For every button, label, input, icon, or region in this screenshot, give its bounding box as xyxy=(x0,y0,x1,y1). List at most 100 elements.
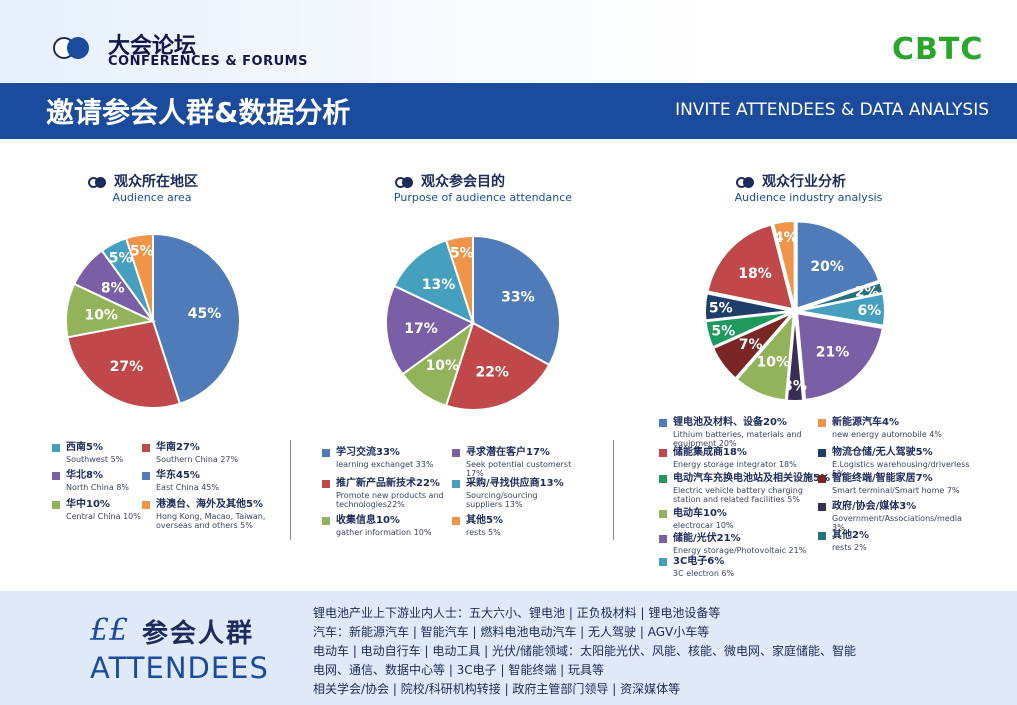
pie-slice xyxy=(66,319,182,409)
legend-swatch xyxy=(52,501,60,509)
pie-slice xyxy=(444,234,474,324)
legend-label-cn: 港澳台、海外及其他5% xyxy=(156,499,263,510)
attendees-title-cn: 参会人群 xyxy=(142,619,255,649)
pie-slice-label: 5% xyxy=(130,244,154,260)
legend-label-cn: 电动车10% xyxy=(673,508,727,519)
chart1-subtitle: Audience area xyxy=(112,191,192,204)
pie-slice-label: 13% xyxy=(422,277,456,293)
attendees-line: 相关学会/协会 | 院校/科研机构转接 | 政府主管部门领导 | 资深媒体等 xyxy=(313,682,681,696)
pie-slice-label: 3% xyxy=(783,378,807,394)
pie-slice xyxy=(472,234,561,367)
attendees-line: 汽车：新能源汽车 | 智能汽车 | 燃料电池电动汽车 | 无人驾驶 | AGV小… xyxy=(313,625,710,639)
legend-label-cn: 其他2% xyxy=(832,530,869,541)
legend-label-en: new energy automobile 4% xyxy=(832,430,942,439)
legend-label-cn: 新能源汽车4% xyxy=(832,417,899,428)
legend-label-en: rests 5% xyxy=(466,528,501,537)
legend-label-en: North China 8% xyxy=(66,483,130,492)
legend-label-cn: 华东45% xyxy=(156,470,200,481)
chart3-title: 观众行业分析 xyxy=(736,171,846,191)
attendees-line: 电动车 | 电动自行车 | 电动工具 | 光伏/储能领域：太阳能光伏、风能、核能… xyxy=(313,644,857,658)
chart2-title-text: 观众参会目的 xyxy=(421,174,505,190)
legend-swatch xyxy=(659,419,667,427)
legend-label-en: Promote new products and technologies22% xyxy=(336,491,444,509)
pie-slice-label: 22% xyxy=(475,365,509,381)
pie-slice xyxy=(124,232,154,322)
legend-swatch xyxy=(659,535,667,543)
pie-slice xyxy=(785,313,805,402)
chart1-dots-icon xyxy=(88,176,108,188)
pie-slice xyxy=(711,311,794,380)
legend-swatch xyxy=(659,449,667,457)
legend-label-en: Sourcing/sourcing suppliers 13% xyxy=(466,491,538,509)
legend-swatch xyxy=(659,510,667,518)
chart3-pie: 20%2%6%21%3%10%7%5%5%18%4% xyxy=(704,220,886,402)
legend-label-en: Hong Kong, Macao, Taiwan, overseas and o… xyxy=(156,512,266,530)
legend-swatch xyxy=(818,532,826,540)
pie-slice-label: 33% xyxy=(501,289,535,305)
pie-slice-label: 17% xyxy=(404,321,438,337)
legend-label-en: Seek potential customerst 17% xyxy=(466,460,572,478)
legend-swatch xyxy=(322,480,330,488)
pie-slice-label: 5% xyxy=(711,323,735,339)
legend-swatch xyxy=(142,501,150,509)
attendees-section: ££ 参会人群 ATTENDEES 锂电池产业上下游业内人士：五大六小、锂电池 … xyxy=(0,591,1017,705)
chart1-title: 观众所在地区 xyxy=(88,171,198,191)
pie-slice xyxy=(152,232,241,406)
legend-label-cn: 锂电池及材料、设备20% xyxy=(673,417,787,428)
pie-slice xyxy=(797,292,886,327)
pie-slice-label: 5% xyxy=(450,246,474,262)
legend-swatch xyxy=(142,472,150,480)
legend-label-en: electrocar 10% xyxy=(673,521,734,530)
chart2-subtitle: Purpose of audience attendance xyxy=(393,191,573,204)
chart2-dots-icon xyxy=(395,176,415,188)
page-title-cn: 邀请参会人群&数据分析 xyxy=(46,96,351,129)
pie-slice-label: 18% xyxy=(738,266,772,282)
legend-swatch xyxy=(452,517,460,525)
quote-icon: ££ xyxy=(90,613,129,648)
pie-slice-label: 10% xyxy=(426,358,460,374)
legend-label-cn: 华中10% xyxy=(66,499,110,510)
pie-slice-label: 5% xyxy=(109,250,133,266)
attendees-line: 电网、通信、数据中心等 | 3C电子 | 智能终端 | 玩具等 xyxy=(313,663,605,677)
legend-label-en: Central China 10% xyxy=(66,512,141,521)
legend-swatch xyxy=(52,444,60,452)
legend-label-cn: 智能终端/智能家居7% xyxy=(832,473,933,484)
pie-slice-label: 10% xyxy=(757,355,791,371)
legend-divider-2 xyxy=(613,440,614,540)
legend-label-cn: 物流仓储/无人驾驶5% xyxy=(832,447,933,458)
legend-label-cn: 3C电子6% xyxy=(673,556,725,567)
title-banner: 邀请参会人群&数据分析 INVITE ATTENDEES & DATA ANAL… xyxy=(0,83,1017,139)
legend-label-en: Lithium batteries, materials and equipme… xyxy=(673,430,802,448)
pie-slice xyxy=(392,238,475,325)
legend-label-en: Energy storage/Photovoltaic 21% xyxy=(673,546,807,555)
legend-label-en: E.Logistics warehousing/driverless 5% xyxy=(832,460,970,478)
pie-slice xyxy=(385,284,475,376)
legend-label-cn: 政府/协会/媒体3% xyxy=(832,501,917,512)
pie-slice xyxy=(706,223,795,311)
legend-label-en: Electric vehicle battery charging statio… xyxy=(673,486,803,504)
pie-slice xyxy=(735,310,796,402)
legend-swatch xyxy=(818,475,826,483)
legend-label-cn: 推广新产品新技术22% xyxy=(336,478,440,489)
attendees-line: 锂电池产业上下游业内人士：五大六小、锂电池 | 正负极材料 | 锂电池设备等 xyxy=(313,606,721,620)
brand-title-en: CONFERENCES & FORUMS xyxy=(108,54,308,69)
pie-slice-label: 7% xyxy=(739,337,763,353)
legend-swatch xyxy=(322,517,330,525)
pie-slice-label: 5% xyxy=(709,301,733,317)
chart2-title: 观众参会目的 xyxy=(395,171,505,191)
legend-swatch xyxy=(322,449,330,457)
page-title-en: INVITE ATTENDEES & DATA ANALYSIS xyxy=(675,100,989,120)
pie-slice-label: 8% xyxy=(101,281,125,297)
chart3-dots-icon xyxy=(736,176,756,188)
legend-swatch xyxy=(659,475,667,483)
pie-slice-label: 10% xyxy=(84,307,118,323)
legend-swatch xyxy=(818,449,826,457)
legend-label-cn: 采购/寻找供应商13% xyxy=(466,478,564,489)
legend-label-cn: 收集信息10% xyxy=(336,515,400,526)
pie-slice-label: 45% xyxy=(188,306,222,322)
legend-swatch xyxy=(818,419,826,427)
top-header xyxy=(0,0,1017,82)
legend-label-cn: 华北8% xyxy=(66,470,103,481)
pie-slice xyxy=(704,292,793,322)
attendees-title-en: ATTENDEES xyxy=(90,651,269,685)
